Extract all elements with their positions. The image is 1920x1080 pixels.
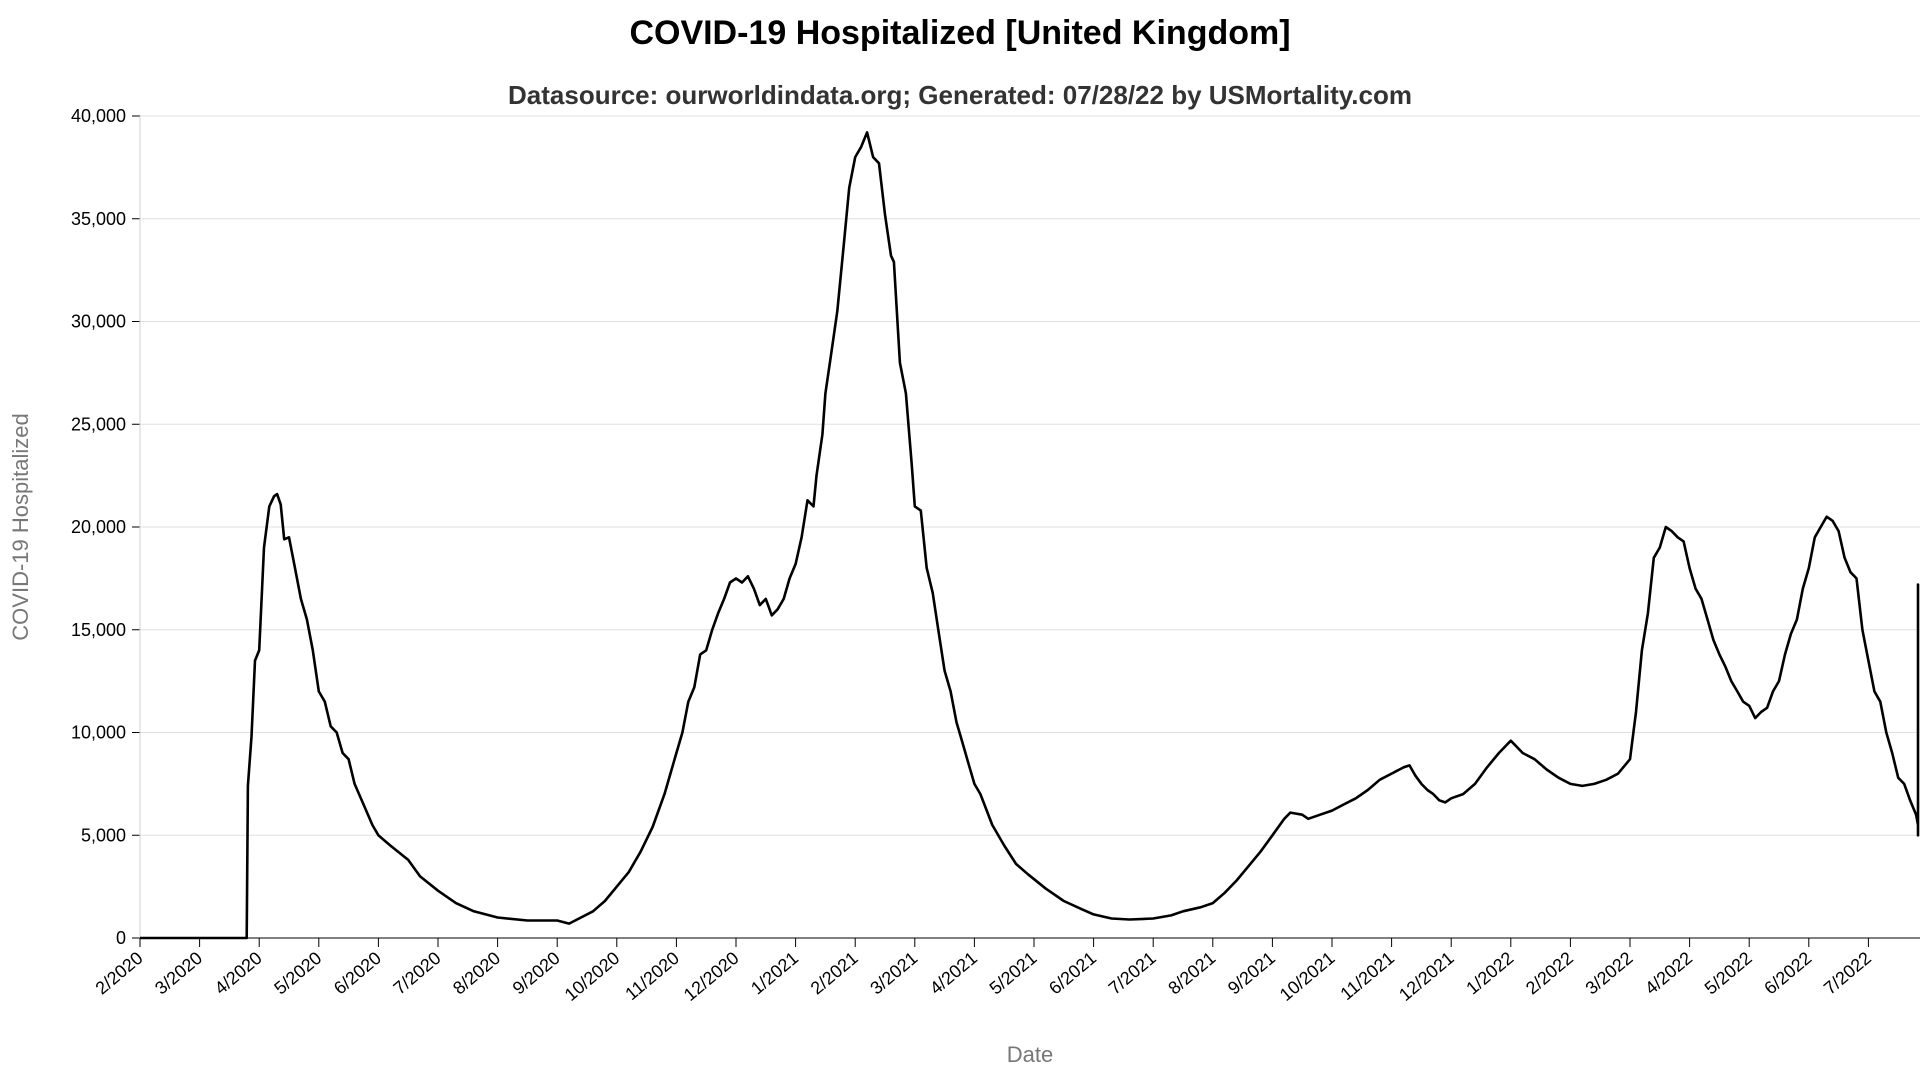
x-tick-label: 5/2022 xyxy=(1701,948,1756,999)
x-tick-label: 4/2020 xyxy=(211,948,266,999)
x-tick-label: 3/2021 xyxy=(866,948,921,999)
y-tick-label: 30,000 xyxy=(71,312,126,332)
y-tick-label: 40,000 xyxy=(71,106,126,126)
chart-subtitle: Datasource: ourworldindata.org; Generate… xyxy=(508,80,1412,110)
y-axis-label: COVID-19 Hospitalized xyxy=(8,413,33,640)
x-tick-label: 4/2022 xyxy=(1641,948,1696,999)
series-line-hospitalized xyxy=(140,131,1920,940)
x-tick-label: 9/2020 xyxy=(509,948,564,999)
x-tick-label: 6/2020 xyxy=(330,948,385,999)
x-tick-label: 1/2021 xyxy=(747,948,802,999)
x-tick-label: 7/2022 xyxy=(1820,948,1875,999)
x-tick-label: 9/2021 xyxy=(1224,948,1279,999)
x-tick-label: 2/2022 xyxy=(1522,948,1577,999)
x-tick-label: 2/2021 xyxy=(807,948,862,999)
x-tick-label: 7/2020 xyxy=(390,948,445,999)
x-tick-label: 8/2020 xyxy=(449,948,504,999)
x-tick-label: 5/2020 xyxy=(270,948,325,999)
x-tick-label: 11/2021 xyxy=(1336,948,1398,1004)
x-axis-ticks: 2/2020 3/2020 4/2020 5/2020 6/2020 7/2020 8/20… xyxy=(92,938,1875,1005)
x-tick-label: 6/2021 xyxy=(1045,948,1100,999)
gridlines xyxy=(140,115,1920,939)
x-tick-label: 1/2022 xyxy=(1462,948,1517,999)
x-tick-label: 3/2020 xyxy=(151,948,206,999)
y-tick-label: 0 xyxy=(116,928,126,948)
y-tick-label: 20,000 xyxy=(71,517,126,537)
x-tick-label: 10/2021 xyxy=(1276,948,1339,1005)
x-tick-label: 12/2020 xyxy=(680,948,743,1005)
x-axis-label: Date xyxy=(1007,1042,1053,1067)
x-tick-label: 8/2021 xyxy=(1164,948,1219,999)
y-tick-label: 10,000 xyxy=(71,723,126,743)
x-tick-label: 2/2020 xyxy=(92,948,147,999)
x-tick-label: 7/2021 xyxy=(1105,948,1160,999)
x-tick-label: 4/2021 xyxy=(926,948,981,999)
x-tick-label: 5/2021 xyxy=(986,948,1041,999)
x-tick-label: 10/2020 xyxy=(561,948,624,1005)
y-tick-label: 35,000 xyxy=(71,209,126,229)
x-tick-label: 11/2020 xyxy=(621,948,683,1004)
y-axis-ticks: 0 5,000 10,000 15,000 20,000 25,000 30,000 35,0… xyxy=(71,106,140,948)
x-tick-label: 6/2022 xyxy=(1760,948,1815,999)
x-tick-label: 12/2021 xyxy=(1395,948,1458,1005)
y-tick-label: 15,000 xyxy=(71,620,126,640)
y-tick-label: 25,000 xyxy=(71,414,126,434)
chart-title: COVID-19 Hospitalized [United Kingdom] xyxy=(629,14,1291,52)
y-tick-label: 5,000 xyxy=(81,825,126,845)
x-tick-label: 3/2022 xyxy=(1582,948,1637,999)
